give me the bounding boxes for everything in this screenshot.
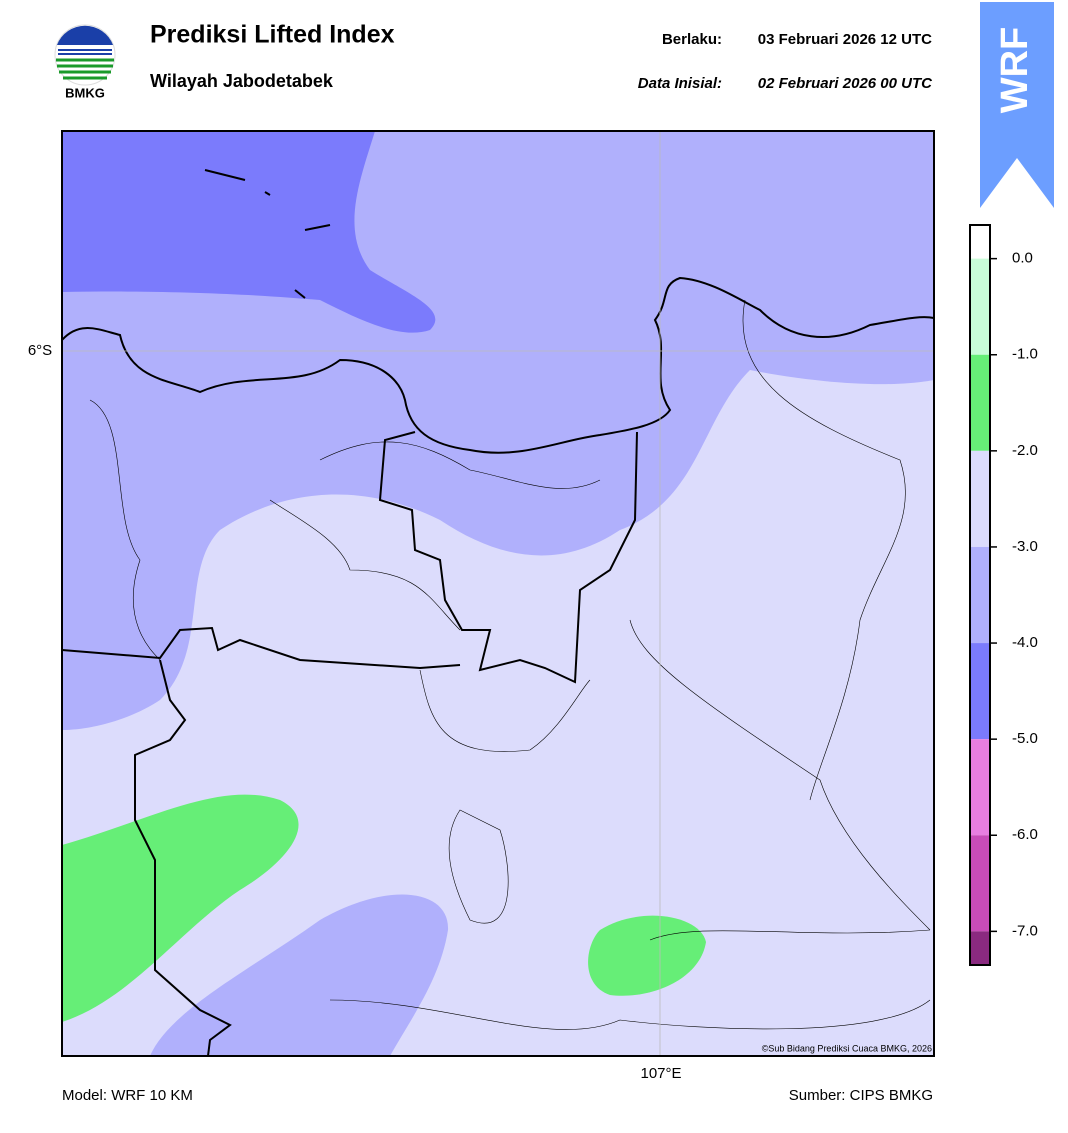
color-band xyxy=(970,546,990,644)
tick-label: 0.0 xyxy=(1012,250,1033,267)
badge xyxy=(980,2,1054,208)
color-band xyxy=(970,450,990,547)
lon-label: 107°E xyxy=(640,1065,681,1082)
credit: ©Sub Bidang Prediksi Cuaca BMKG, 2026 xyxy=(762,1043,932,1053)
tick-label: -2.0 xyxy=(1012,442,1038,459)
tick-label: -3.0 xyxy=(1012,538,1038,555)
valid-time: 03 Februari 2026 12 UTC xyxy=(758,31,932,48)
footer-model: Model: WRF 10 KM xyxy=(62,1087,193,1104)
footer-source: Sumber: CIPS BMKG xyxy=(789,1087,933,1104)
color-band xyxy=(970,931,990,965)
logo: BMKG xyxy=(54,24,116,100)
title: Prediksi Lifted Index xyxy=(150,21,395,49)
tick-label: -1.0 xyxy=(1012,346,1038,363)
tick-label: -4.0 xyxy=(1012,634,1038,651)
tick-label: -7.0 xyxy=(1012,922,1038,939)
color-band xyxy=(970,643,990,740)
color-band xyxy=(970,739,990,836)
colorbar-frame xyxy=(969,224,991,966)
init-label: Data Inisial: xyxy=(638,75,722,92)
subtitle: Wilayah Jabodetabek xyxy=(150,71,334,91)
colorbar: 0.0 -1.0 -2.0 -3.0 -4.0 -5.0 -6.0 -7.0 xyxy=(969,224,1038,966)
init-time: 02 Februari 2026 00 UTC xyxy=(758,75,933,92)
map-frame xyxy=(61,130,935,1057)
tick-label: -6.0 xyxy=(1012,826,1038,843)
logo-text: BMKG xyxy=(65,85,105,100)
color-band xyxy=(970,258,990,355)
color-band xyxy=(970,225,990,259)
tick-label: -5.0 xyxy=(1012,730,1038,747)
badge-text: WRF xyxy=(994,27,1036,114)
color-band xyxy=(970,835,990,932)
lat-label: 6°S xyxy=(28,342,52,359)
valid-label: Berlaku: xyxy=(662,31,722,48)
map xyxy=(62,131,934,1056)
color-band xyxy=(970,354,990,451)
